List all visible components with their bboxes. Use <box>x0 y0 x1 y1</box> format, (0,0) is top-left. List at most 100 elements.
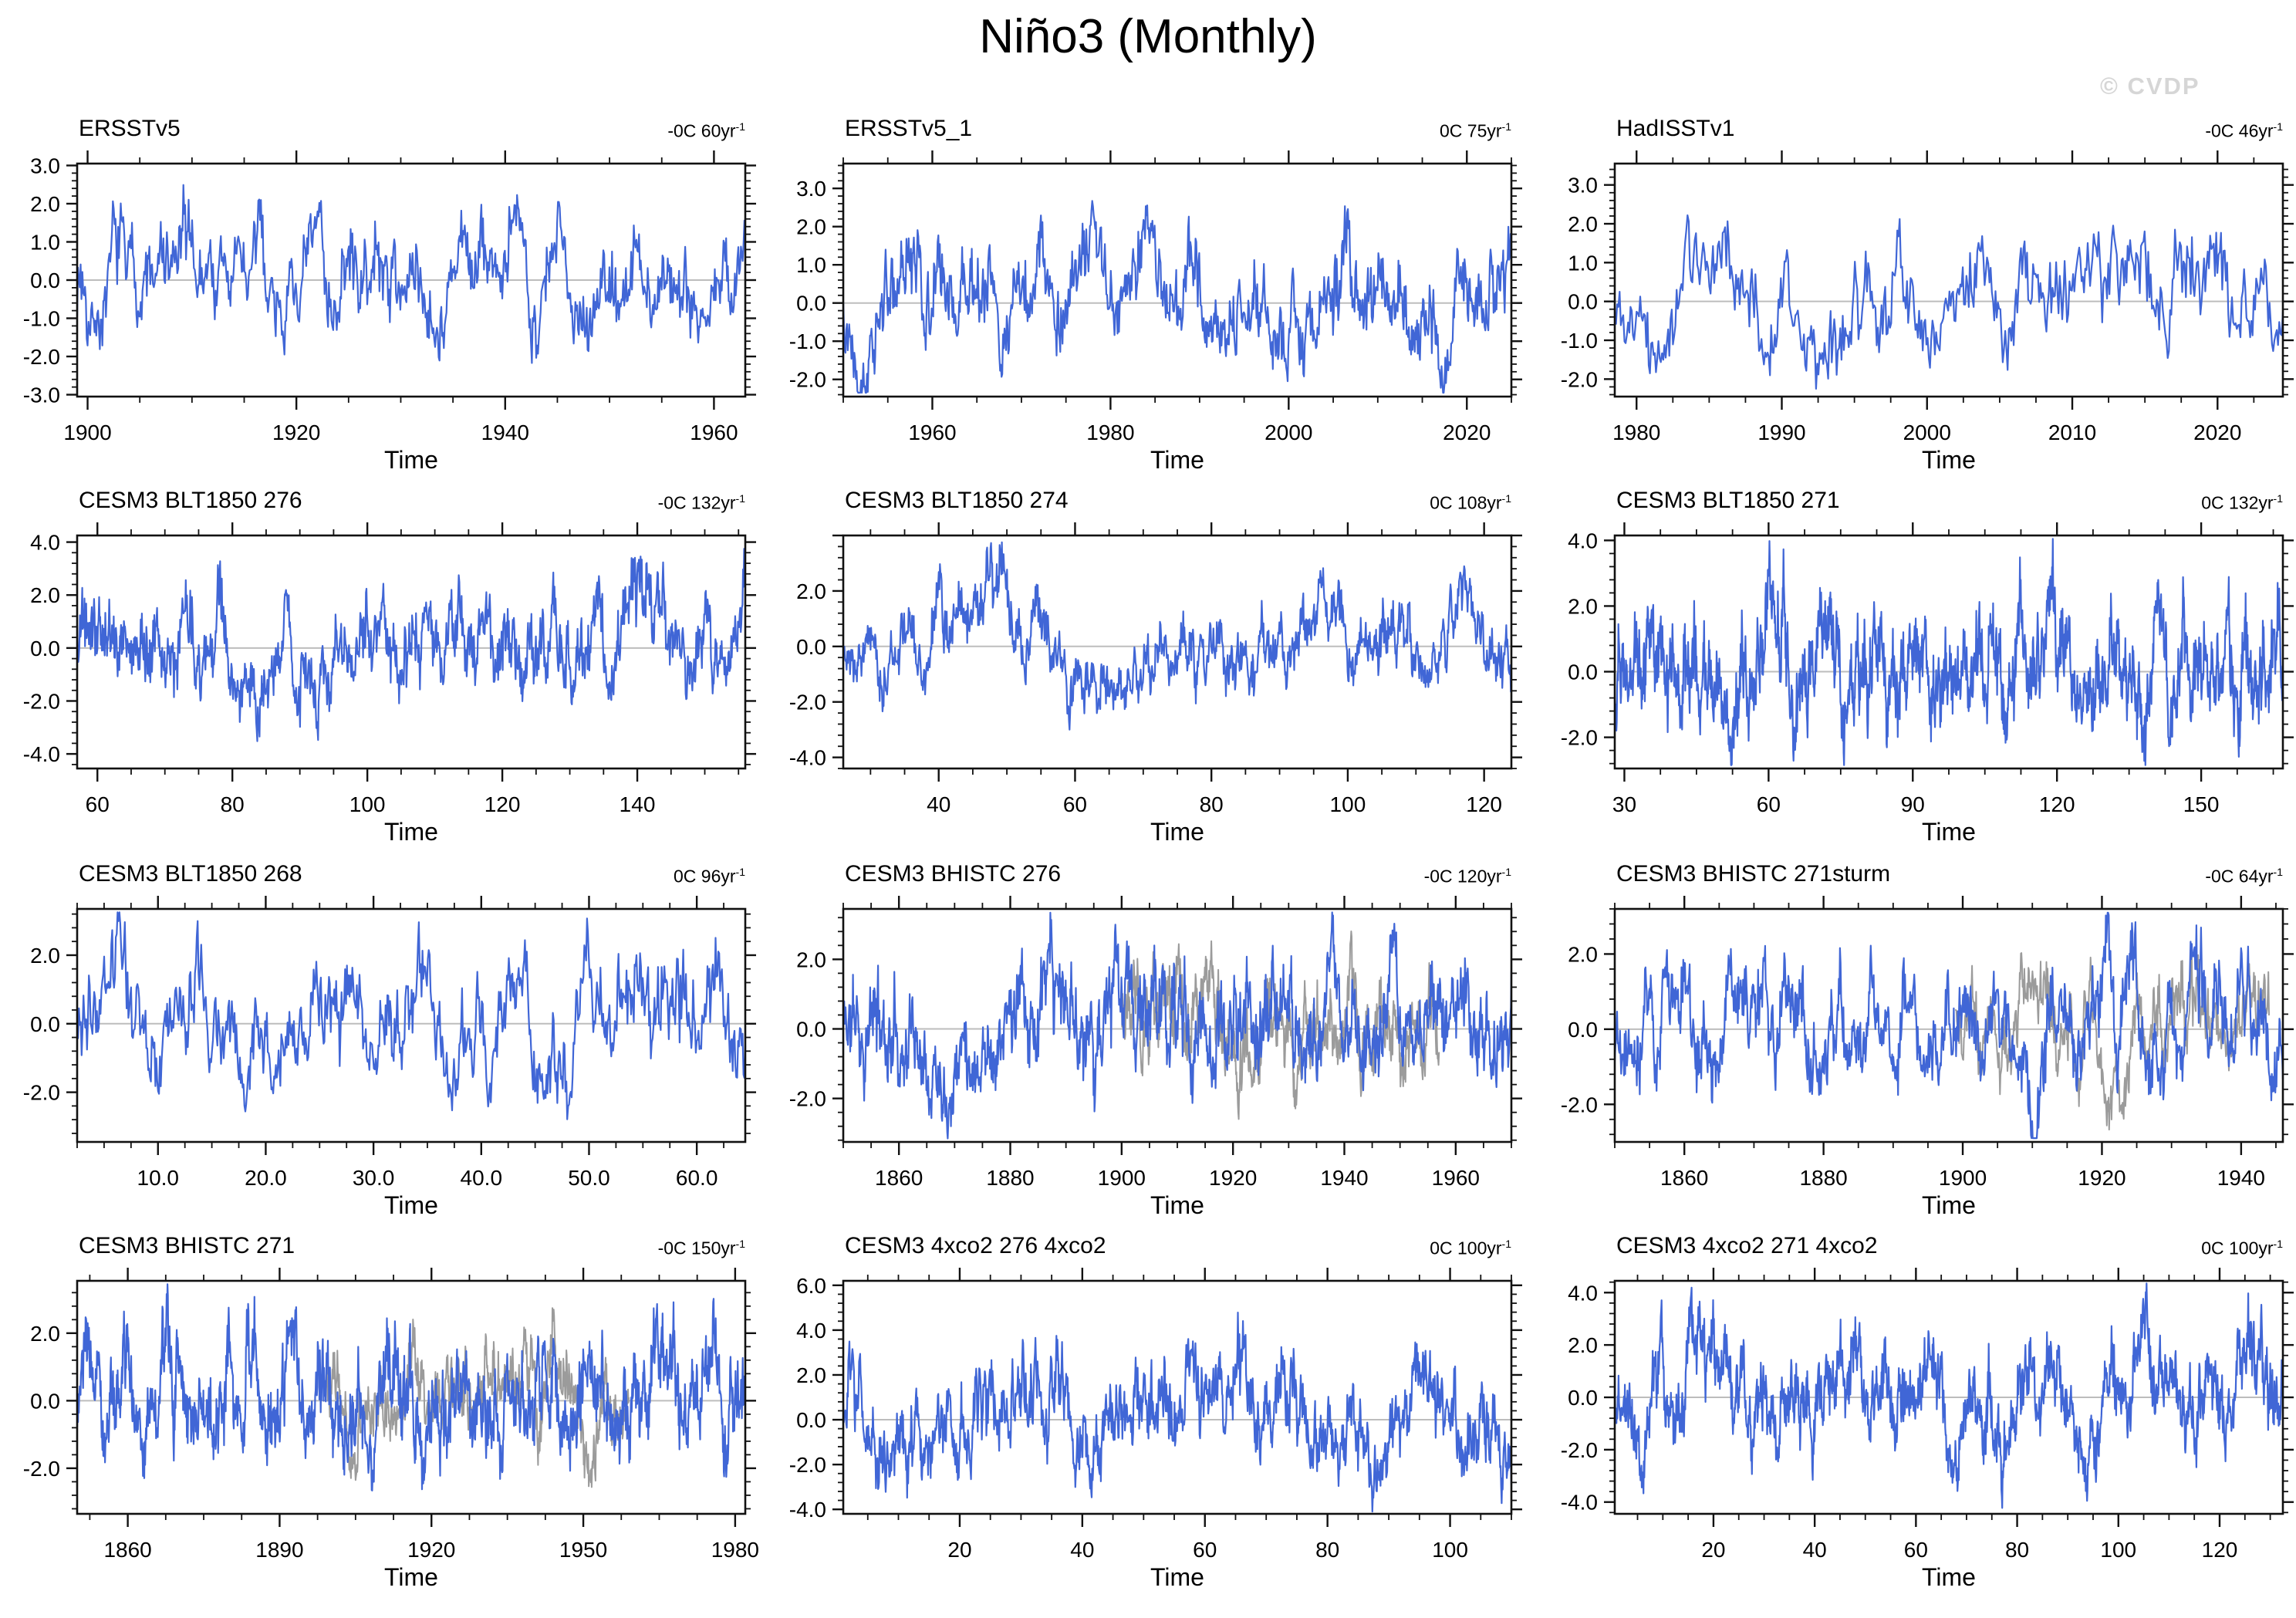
time-series-plot: 30 60 90 120 150 4.0 2.0 0.0 -2.0 <box>1561 522 2294 816</box>
panel-cesm3-blt1850-274: CESM3 BLT1850 274 0C 108yr-1 40 60 80 100 12… <box>772 488 1531 858</box>
panel-cesm3-4xco2-276: CESM3 4xco2 276 4xco2 0C 100yr-1 20 40 60 8… <box>772 1233 1531 1603</box>
svg-text:1900: 1900 <box>1939 1166 1987 1190</box>
panel-title: CESM3 BLT1850 271 <box>1616 488 1840 513</box>
svg-text:1960: 1960 <box>908 421 956 444</box>
trend-annotation: 0C 132yr-1 <box>2201 492 2283 514</box>
svg-text:1900: 1900 <box>1098 1166 1146 1190</box>
svg-text:0.0: 0.0 <box>30 1389 60 1413</box>
svg-text:100: 100 <box>1330 792 1366 816</box>
svg-text:0.0: 0.0 <box>30 1012 60 1036</box>
svg-text:10.0: 10.0 <box>137 1166 180 1190</box>
panel-hadisstv1: HadISSTv1 -0C 46yr-1 1980 1990 2000 2010 202… <box>1544 116 2296 486</box>
svg-text:-2.0: -2.0 <box>1561 1093 1598 1116</box>
trend-text: -0C 60yr <box>667 120 736 141</box>
panel-cesm3-bhistc-276: CESM3 BHISTC 276 -0C 120yr-1 1860 1880 190… <box>772 861 1531 1231</box>
svg-text:2000: 2000 <box>1264 421 1312 444</box>
trend-exponent: -1 <box>1501 120 1511 133</box>
trend-annotation: -0C 64yr-1 <box>2205 866 2283 887</box>
svg-text:1900: 1900 <box>63 421 111 444</box>
svg-text:1940: 1940 <box>2217 1166 2265 1190</box>
svg-text:100: 100 <box>2100 1538 2136 1562</box>
svg-text:-4.0: -4.0 <box>23 742 60 766</box>
svg-text:1960: 1960 <box>690 421 738 444</box>
svg-text:20: 20 <box>947 1538 971 1562</box>
svg-text:80: 80 <box>1200 792 1224 816</box>
panel-header: CESM3 4xco2 276 4xco2 0C 100yr-1 <box>843 1233 1511 1261</box>
svg-text:-2.0: -2.0 <box>789 1453 826 1477</box>
trend-annotation: -0C 150yr-1 <box>658 1238 745 1259</box>
x-axis-title: Time <box>384 818 438 846</box>
trend-annotation: 0C 96yr-1 <box>674 866 745 887</box>
svg-text:1920: 1920 <box>272 421 320 444</box>
time-series-plot: 40 60 80 100 120 2.0 0.0 -2.0 -4.0 <box>789 522 1522 816</box>
panel-header: CESM3 4xco2 271 4xco2 0C 100yr-1 <box>1615 1233 2283 1261</box>
svg-text:1940: 1940 <box>1320 1166 1368 1190</box>
panel-ersstv5: ERSSTv5 -0C 60yr-1 1900 1920 1940 1960 3.0 2.… <box>6 116 765 486</box>
trend-text: -0C 150yr <box>657 1238 736 1258</box>
x-axis-title: Time <box>1922 818 1976 846</box>
cvdp-watermark: © CVDP <box>2100 73 2200 100</box>
svg-text:0.0: 0.0 <box>30 269 60 292</box>
panel-header: CESM3 BLT1850 271 0C 132yr-1 <box>1615 488 2283 515</box>
svg-text:120: 120 <box>485 792 521 816</box>
svg-text:1860: 1860 <box>875 1166 923 1190</box>
panel-header: CESM3 BLT1850 268 0C 96yr-1 <box>77 861 745 889</box>
trend-exponent: -1 <box>1501 866 1511 878</box>
panel-ersstv5-1: ERSSTv5_1 0C 75yr-1 1960 1980 2000 2020 3.0 2… <box>772 116 1531 486</box>
svg-text:60.0: 60.0 <box>676 1166 718 1190</box>
trend-annotation: -0C 120yr-1 <box>1424 866 1511 887</box>
x-axis-title: Time <box>1922 446 1976 474</box>
svg-text:2.0: 2.0 <box>30 944 60 968</box>
svg-text:60: 60 <box>1904 1538 1928 1562</box>
x-axis-title: Time <box>1150 818 1204 846</box>
svg-text:30.0: 30.0 <box>353 1166 395 1190</box>
trend-annotation: -0C 60yr-1 <box>667 120 745 142</box>
svg-text:-2.0: -2.0 <box>23 689 60 713</box>
svg-text:-2.0: -2.0 <box>23 1457 60 1481</box>
svg-text:0.0: 0.0 <box>1568 290 1598 314</box>
panel-title: CESM3 BLT1850 276 <box>79 488 302 513</box>
svg-text:50.0: 50.0 <box>568 1166 610 1190</box>
x-axis-title: Time <box>384 1563 438 1591</box>
svg-text:60: 60 <box>1757 792 1781 816</box>
trend-text: -0C 132yr <box>657 492 736 513</box>
svg-text:3.0: 3.0 <box>796 177 826 201</box>
svg-text:60: 60 <box>1063 792 1087 816</box>
trend-text: 0C 100yr <box>1430 1238 1502 1258</box>
svg-text:1960: 1960 <box>1432 1166 1480 1190</box>
time-series-plot: 1860 1890 1920 1950 1980 2.0 0.0 -2.0 <box>23 1268 759 1562</box>
trend-exponent: -1 <box>1501 492 1511 505</box>
panel-header: CESM3 BHISTC 271sturm -0C 64yr-1 <box>1615 861 2283 889</box>
svg-text:2010: 2010 <box>2048 421 2096 444</box>
panel-title: CESM3 BHISTC 271 <box>79 1233 295 1258</box>
trend-annotation: 0C 100yr-1 <box>2201 1238 2283 1259</box>
x-axis-title: Time <box>1150 446 1204 474</box>
svg-text:-1.0: -1.0 <box>1561 329 1598 353</box>
trend-annotation: -0C 132yr-1 <box>658 492 745 514</box>
svg-text:-2.0: -2.0 <box>23 1081 60 1105</box>
x-axis-title: Time <box>1922 1563 1976 1591</box>
trend-annotation: -0C 46yr-1 <box>2205 120 2283 142</box>
panel-cesm3-blt1850-276: CESM3 BLT1850 276 -0C 132yr-1 60 80 100 120… <box>6 488 765 858</box>
svg-text:2.0: 2.0 <box>30 192 60 216</box>
svg-text:1920: 1920 <box>2078 1166 2125 1190</box>
svg-text:30: 30 <box>1612 792 1636 816</box>
svg-text:40: 40 <box>1070 1538 1094 1562</box>
trend-exponent: -1 <box>735 1238 745 1250</box>
svg-text:1880: 1880 <box>986 1166 1034 1190</box>
trend-exponent: -1 <box>735 866 745 878</box>
time-series-plot: 1900 1920 1940 1960 3.0 2.0 1.0 0.0 -1.0 -2.0 -3.0 <box>23 150 756 444</box>
svg-text:0.0: 0.0 <box>796 292 826 316</box>
svg-text:-2.0: -2.0 <box>1561 367 1598 391</box>
svg-text:2.0: 2.0 <box>30 1322 60 1346</box>
svg-text:-2.0: -2.0 <box>789 1087 826 1111</box>
svg-text:2020: 2020 <box>2193 421 2241 444</box>
svg-text:-2.0: -2.0 <box>1561 726 1598 750</box>
panel-cesm3-blt1850-271: CESM3 BLT1850 271 0C 132yr-1 30 60 90 120 15… <box>1544 488 2296 858</box>
svg-text:3.0: 3.0 <box>1568 174 1598 198</box>
svg-text:80: 80 <box>221 792 245 816</box>
svg-text:2.0: 2.0 <box>1568 1333 1598 1357</box>
svg-text:2.0: 2.0 <box>796 947 826 971</box>
svg-text:60: 60 <box>1193 1538 1217 1562</box>
